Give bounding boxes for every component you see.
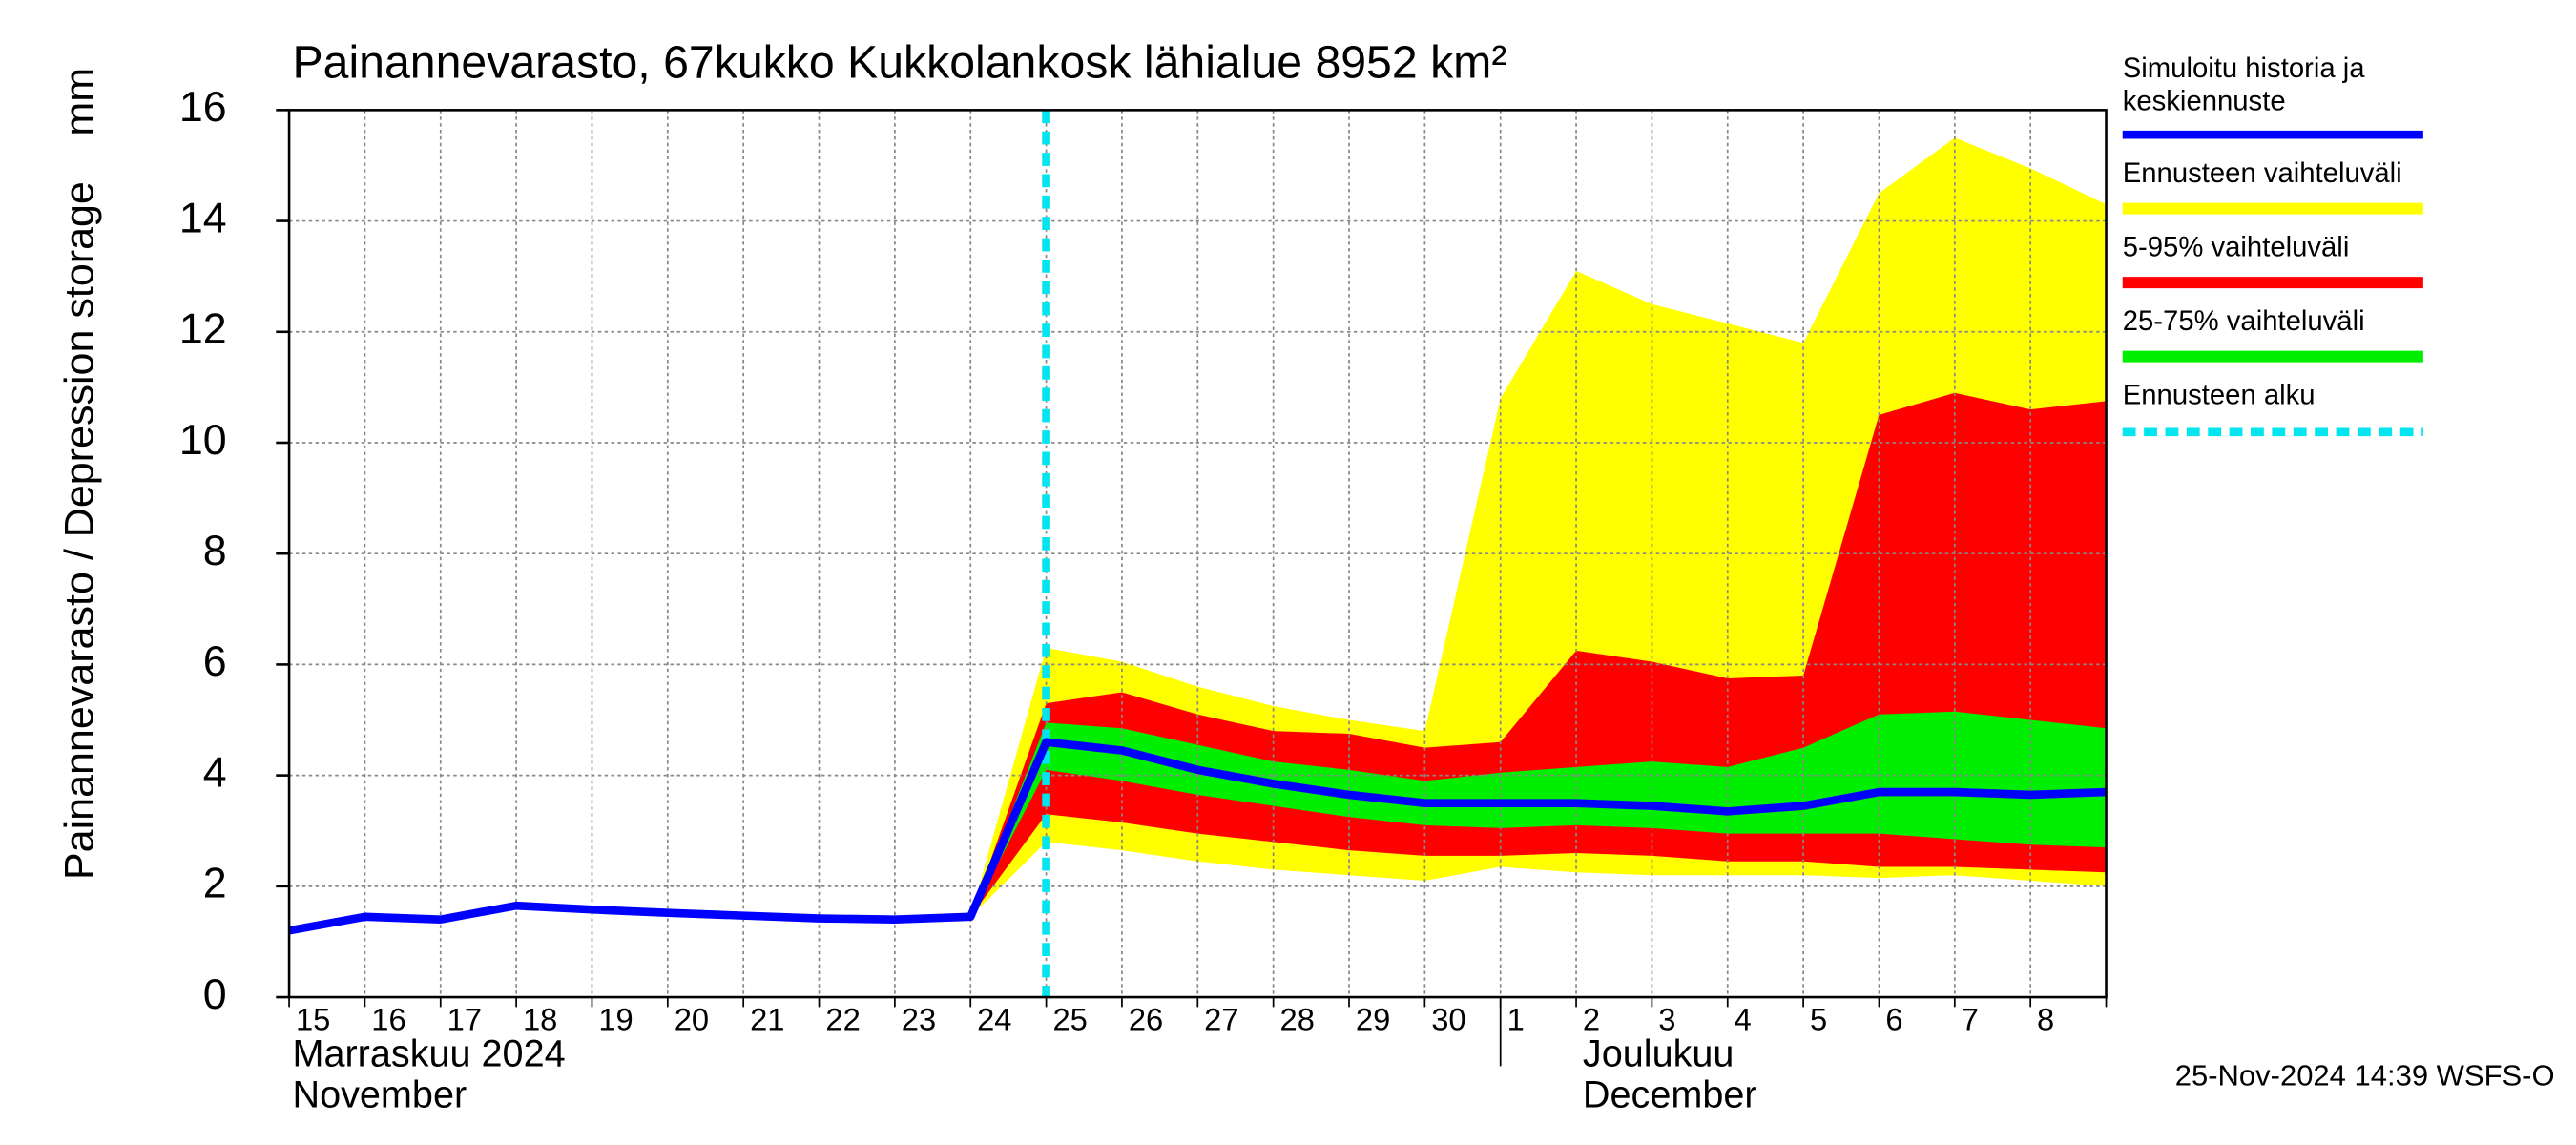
legend-label: Ennusteen alku [2122, 379, 2316, 411]
x-tick-label: 2 [1583, 1002, 1600, 1037]
x-tick-label: 5 [1810, 1002, 1827, 1037]
month-label: Marraskuu 2024 [293, 1032, 566, 1074]
legend-text: Ennusteen alku [2122, 379, 2316, 411]
x-tick-label: 16 [371, 1002, 405, 1037]
legend-label: Ennusteen vaihteluväli [2122, 157, 2402, 189]
legend-label: 25-75% vaihteluväli [2122, 305, 2365, 337]
x-tick-label: 1 [1507, 1002, 1525, 1037]
y-axis-unit: mm [56, 68, 102, 136]
series-line [288, 738, 2107, 935]
x-tick-label: 23 [902, 1002, 936, 1037]
x-tick-label: 26 [1129, 1002, 1163, 1037]
x-tick-label: 8 [2037, 1002, 2054, 1037]
y-tick-label: 14 [179, 194, 227, 241]
y-tick-label: 16 [179, 83, 227, 131]
y-axis-label: Painannevarasto / Depression storage [56, 181, 102, 880]
legend-label: 5-95% vaihteluväli [2122, 231, 2350, 263]
legend-text: Ennusteen vaihteluväli [2122, 157, 2402, 189]
y-tick-label: 4 [203, 748, 227, 796]
legend-label: Simuloitu historia ja keskiennuste [2122, 52, 2365, 117]
legend-text: 5-95% vaihteluväli [2122, 231, 2350, 263]
chart-title: Painannevarasto, 67kukko Kukkolankosk lä… [293, 37, 1507, 89]
legend-text: 25-75% vaihteluväli [2122, 305, 2365, 337]
x-tick-label: 22 [825, 1002, 860, 1037]
y-tick-label: 12 [179, 305, 227, 353]
x-tick-label: 29 [1356, 1002, 1390, 1037]
month-label: November [293, 1074, 467, 1116]
x-tick-label: 19 [598, 1002, 633, 1037]
band-area [970, 711, 2107, 917]
month-label: Joulukuu [1583, 1032, 1735, 1074]
month-label: December [1583, 1074, 1757, 1116]
x-tick-label: 4 [1735, 1002, 1752, 1037]
x-tick-label: 24 [977, 1002, 1011, 1037]
x-tick-label: 20 [675, 1002, 709, 1037]
y-tick-label: 10 [179, 416, 227, 464]
x-tick-label: 15 [296, 1002, 330, 1037]
x-tick-label: 28 [1280, 1002, 1315, 1037]
x-tick-label: 18 [523, 1002, 557, 1037]
x-tick-label: 25 [1052, 1002, 1087, 1037]
x-tick-label: 7 [1962, 1002, 1979, 1037]
y-tick-label: 8 [203, 527, 227, 574]
y-tick-label: 0 [203, 970, 227, 1018]
y-tick-label: 6 [203, 637, 227, 685]
x-tick-label: 21 [750, 1002, 784, 1037]
x-tick-label: 3 [1658, 1002, 1675, 1037]
x-tick-label: 6 [1885, 1002, 1902, 1037]
x-tick-label: 27 [1204, 1002, 1238, 1037]
x-tick-label: 17 [447, 1002, 482, 1037]
y-tick-label: 2 [203, 860, 227, 907]
plot-frame [287, 109, 2108, 999]
x-tick-label: 30 [1431, 1002, 1465, 1037]
legend-text: Simuloitu historia ja keskiennuste [2122, 52, 2365, 117]
timestamp: 25-Nov-2024 14:39 WSFS-O [2175, 1059, 2555, 1093]
